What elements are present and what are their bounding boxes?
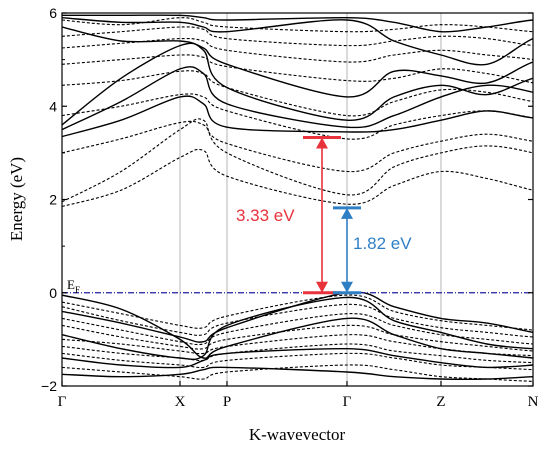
x-axis-label: K-wavevector xyxy=(249,425,346,444)
band-line-solid xyxy=(62,366,533,380)
band-layer xyxy=(62,14,533,382)
band-line-dashed xyxy=(62,70,533,117)
band-line-dashed xyxy=(62,120,533,173)
band-line-solid xyxy=(62,66,533,131)
x-tick-label: P xyxy=(223,394,231,410)
band-line-dashed xyxy=(62,364,533,382)
x-tick-label: N xyxy=(528,394,539,410)
x-tick-label: Z xyxy=(436,394,445,410)
band-line-dashed xyxy=(62,313,533,346)
y-tick-label: 2 xyxy=(49,192,57,208)
annotation-layer: 3.33 eV 1.82 eV xyxy=(236,135,412,295)
y-tick-label: 6 xyxy=(49,5,57,21)
band-line-solid xyxy=(62,294,533,359)
band-line-dashed xyxy=(62,17,533,33)
band-line-solid xyxy=(62,95,533,138)
y-tick-label: 0 xyxy=(49,285,57,301)
band-line-dashed xyxy=(62,148,533,208)
band-line-solid xyxy=(62,14,533,33)
arrow-head xyxy=(341,207,353,219)
band-line-dashed xyxy=(62,343,533,364)
fermi-label-main: E xyxy=(67,277,75,292)
gap-label-red: 3.33 eV xyxy=(236,206,295,225)
gap-label-blue: 1.82 eV xyxy=(353,234,412,253)
y-axis-label: Energy (eV) xyxy=(7,157,26,241)
tick-layer: −2 0 2 4 6 Γ X P Γ Z N xyxy=(41,5,539,410)
gap-arrow xyxy=(333,206,361,295)
band-line-dashed xyxy=(62,54,533,84)
band-line-dashed xyxy=(62,37,533,63)
band-line-dashed xyxy=(62,118,533,203)
arrow-head xyxy=(341,281,353,293)
band-line-dashed xyxy=(62,294,533,331)
band-line-dashed xyxy=(62,324,533,352)
arrow-head xyxy=(316,137,328,149)
gap-arrow xyxy=(303,135,341,295)
y-tick-label: 4 xyxy=(49,98,57,114)
band-line-dashed xyxy=(62,334,533,357)
fermi-label-sub: F xyxy=(75,285,80,295)
fermi-level-label: EF xyxy=(67,277,80,295)
x-tick-label: Γ xyxy=(343,394,352,410)
band-line-solid xyxy=(62,296,533,361)
x-tick-label: Γ xyxy=(58,394,67,410)
band-line-dashed xyxy=(62,352,533,371)
band-line-solid xyxy=(62,17,533,66)
band-line-dashed xyxy=(62,26,533,47)
y-tick-label: −2 xyxy=(41,378,57,394)
grid-layer xyxy=(179,13,442,386)
band-line-dashed xyxy=(62,93,533,140)
band-line-solid xyxy=(62,347,533,369)
arrow-head xyxy=(316,281,328,293)
band-line-solid xyxy=(62,26,533,98)
x-tick-label: X xyxy=(175,394,186,410)
band-line-dashed xyxy=(62,303,533,338)
